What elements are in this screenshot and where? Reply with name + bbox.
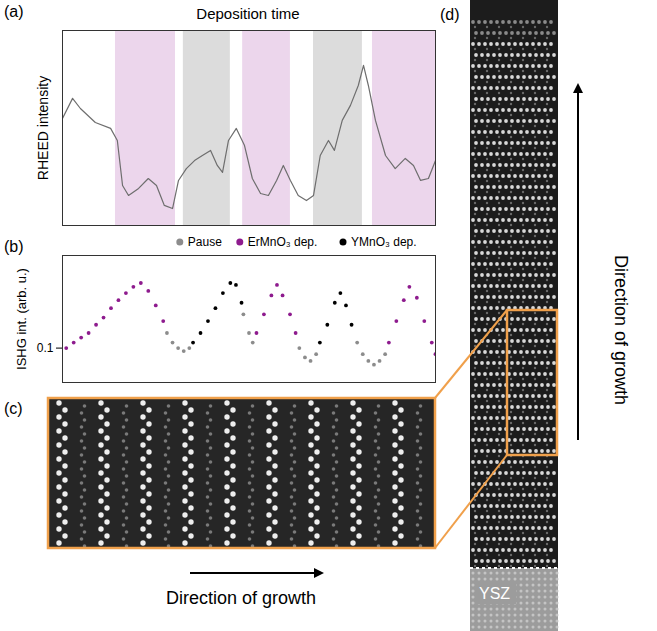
svg-text:(b): (b) — [4, 238, 24, 255]
svg-text:Direction of growth: Direction of growth — [611, 255, 631, 405]
svg-text:Deposition time: Deposition time — [196, 5, 299, 22]
svg-text:Pause: Pause — [188, 235, 222, 249]
svg-text:(a): (a) — [4, 3, 24, 20]
svg-text:ErMnO₃ dep.: ErMnO₃ dep. — [248, 235, 318, 249]
svg-text:Direction of growth: Direction of growth — [166, 588, 316, 608]
svg-text:RHEED intensity: RHEED intensity — [35, 76, 51, 180]
svg-text:YSZ: YSZ — [479, 585, 510, 602]
svg-text:0.1: 0.1 — [37, 341, 54, 355]
svg-text:YMnO₃ dep.: YMnO₃ dep. — [351, 235, 417, 249]
svg-text:(c): (c) — [4, 400, 23, 417]
svg-text:ISHG int. (arb. u.): ISHG int. (arb. u.) — [14, 268, 29, 370]
svg-text:(d): (d) — [440, 6, 460, 23]
